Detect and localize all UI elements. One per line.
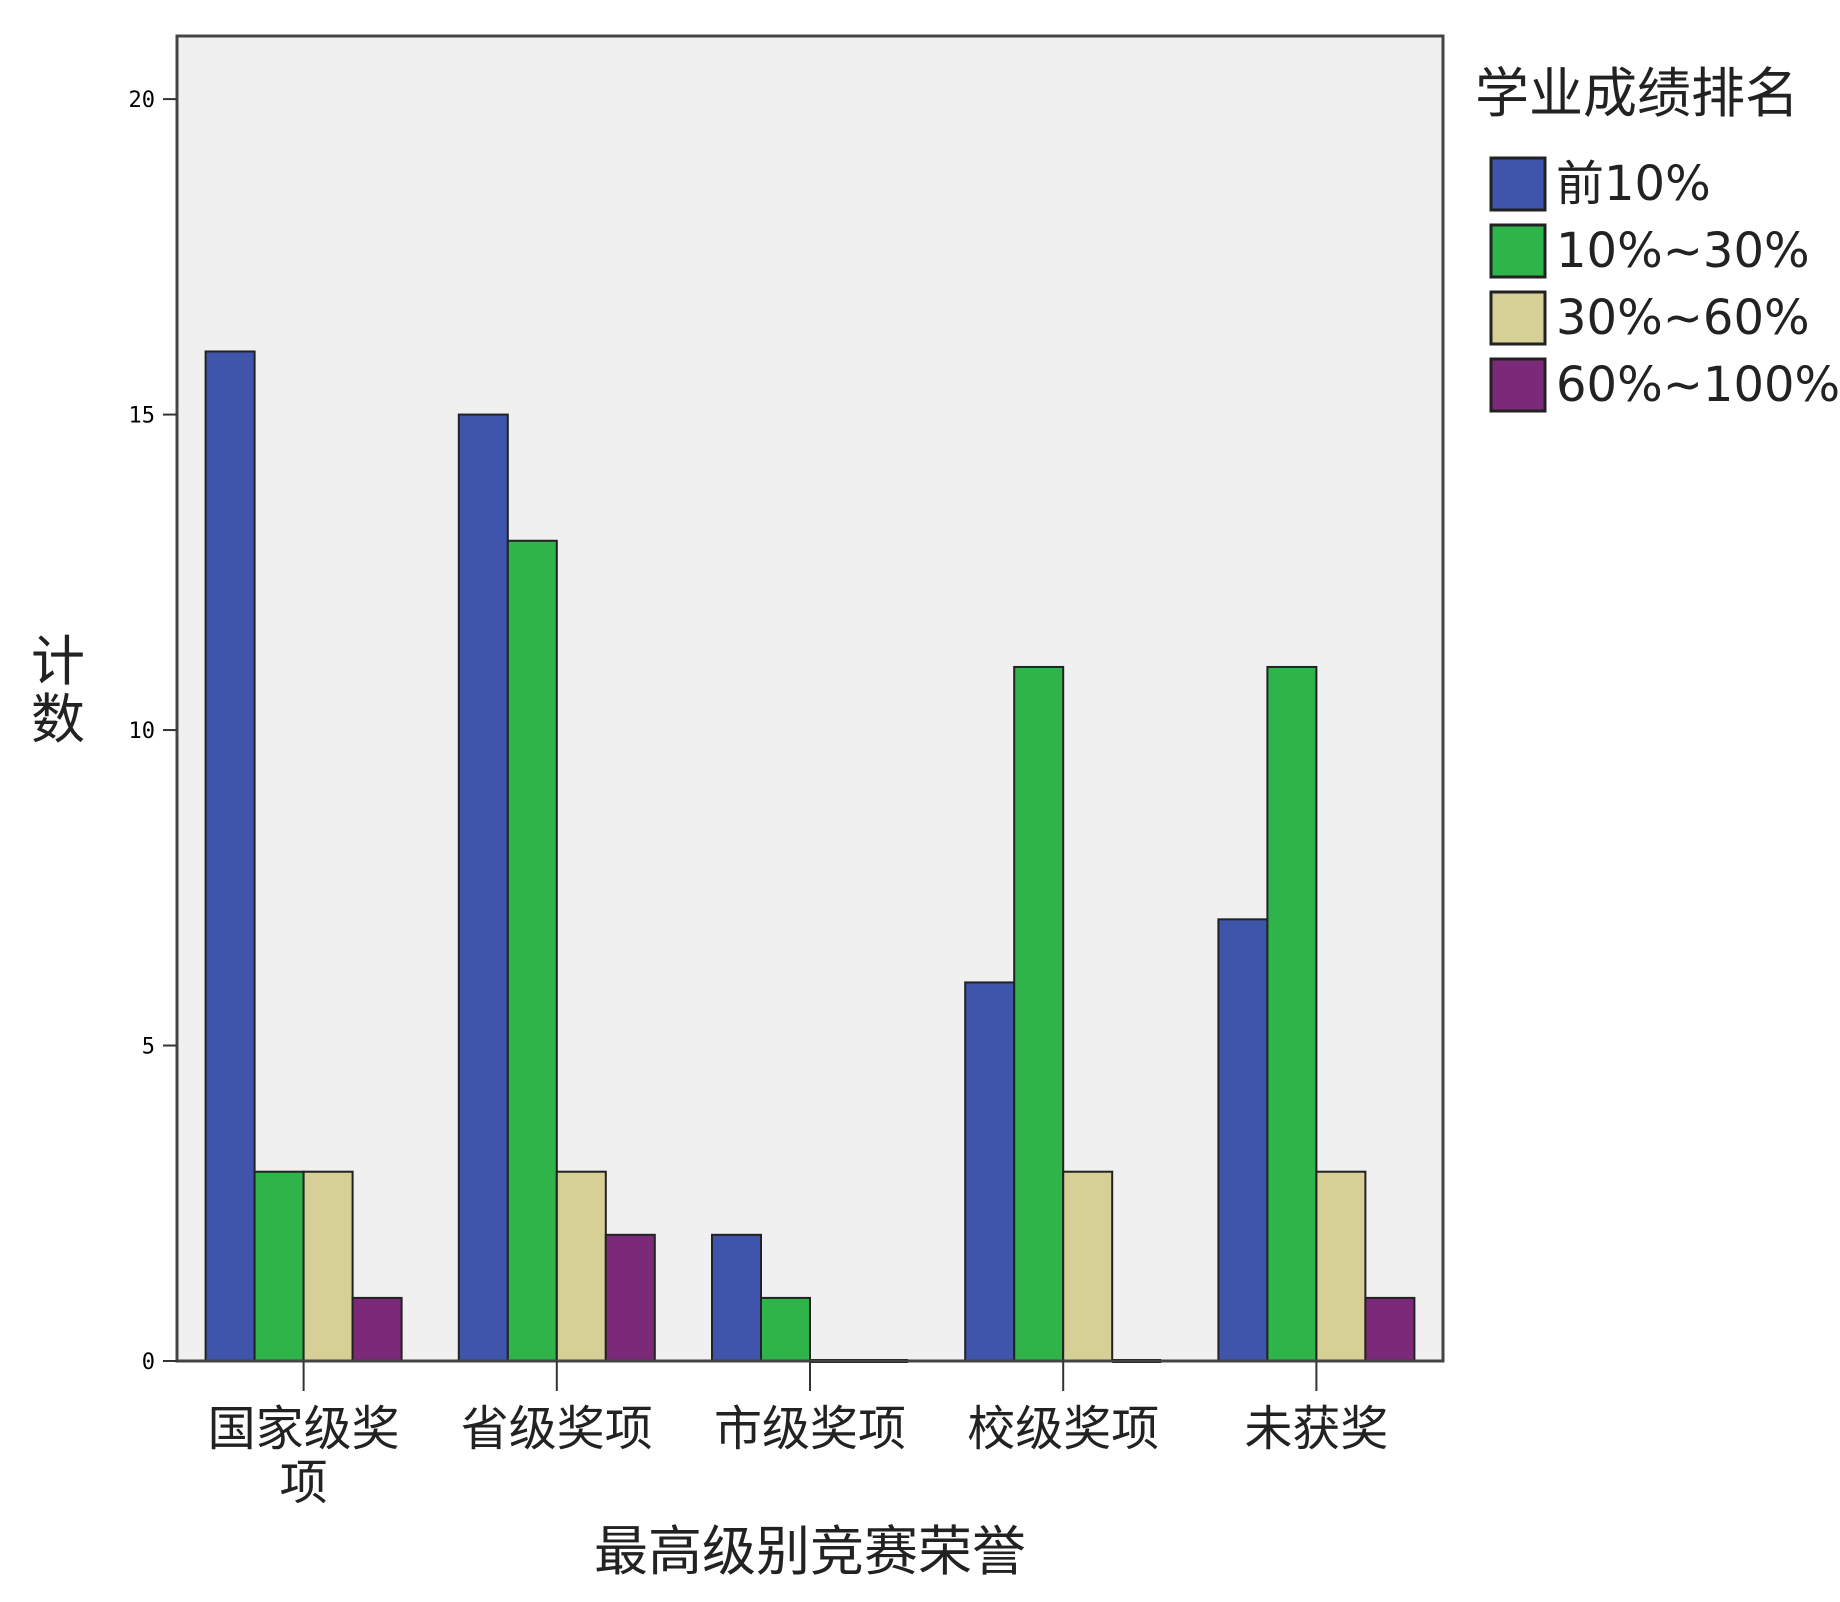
legend-label: 30%~60%	[1556, 290, 1810, 346]
bar	[351, 1296, 403, 1363]
x-tick-label: 未获奖	[1244, 1401, 1388, 1457]
bar	[555, 1170, 607, 1362]
bar	[1315, 1170, 1367, 1362]
bar	[506, 539, 558, 1362]
legend-swatch	[1489, 223, 1547, 279]
legend-swatch	[1489, 156, 1547, 212]
bar	[253, 1170, 305, 1362]
bar	[1364, 1296, 1416, 1363]
x-axis: 国家级奖项 省级奖项 市级奖项 校级奖项 未获奖	[208, 1361, 1388, 1511]
bar	[1217, 918, 1269, 1362]
y-axis: 0 5 10 15 20	[129, 88, 177, 1375]
y-tick-label: 15	[129, 404, 156, 429]
legend-title: 学业成绩排名	[1475, 62, 1799, 125]
legend: 学业成绩排名 前10% 10%~30% 30%~60% 60%~100%	[1475, 62, 1840, 413]
y-tick-label: 5	[142, 1035, 155, 1060]
x-tick-label: 校级奖项	[967, 1401, 1159, 1457]
x-tick-label: 国家级奖项	[208, 1401, 400, 1511]
x-tick-label: 省级奖项	[461, 1401, 653, 1457]
bar	[1013, 665, 1065, 1362]
bar	[1266, 665, 1318, 1362]
bars-layer	[204, 350, 1416, 1363]
legend-label: 前10%	[1556, 156, 1711, 212]
legend-label: 10%~30%	[1556, 223, 1810, 279]
legend-items: 前10% 10%~30% 30%~60% 60%~100%	[1489, 156, 1840, 413]
x-axis-title: 最高级别竞赛荣誉	[594, 1520, 1026, 1583]
y-tick-label: 10	[129, 719, 156, 744]
bar	[204, 350, 256, 1362]
x-tick-label: 市级奖项	[714, 1401, 906, 1457]
y-axis-title: 计数	[31, 630, 85, 751]
y-tick-label: 0	[142, 1350, 155, 1375]
legend-swatch	[1489, 290, 1547, 346]
bar	[457, 413, 509, 1363]
bar	[711, 1233, 762, 1363]
legend-label: 60%~100%	[1556, 357, 1840, 413]
bar	[964, 981, 1016, 1363]
bar	[604, 1233, 656, 1363]
y-tick-label: 20	[129, 88, 156, 113]
bar	[302, 1170, 354, 1362]
bar	[1062, 1170, 1114, 1362]
legend-swatch	[1489, 357, 1547, 413]
bar	[760, 1296, 811, 1363]
